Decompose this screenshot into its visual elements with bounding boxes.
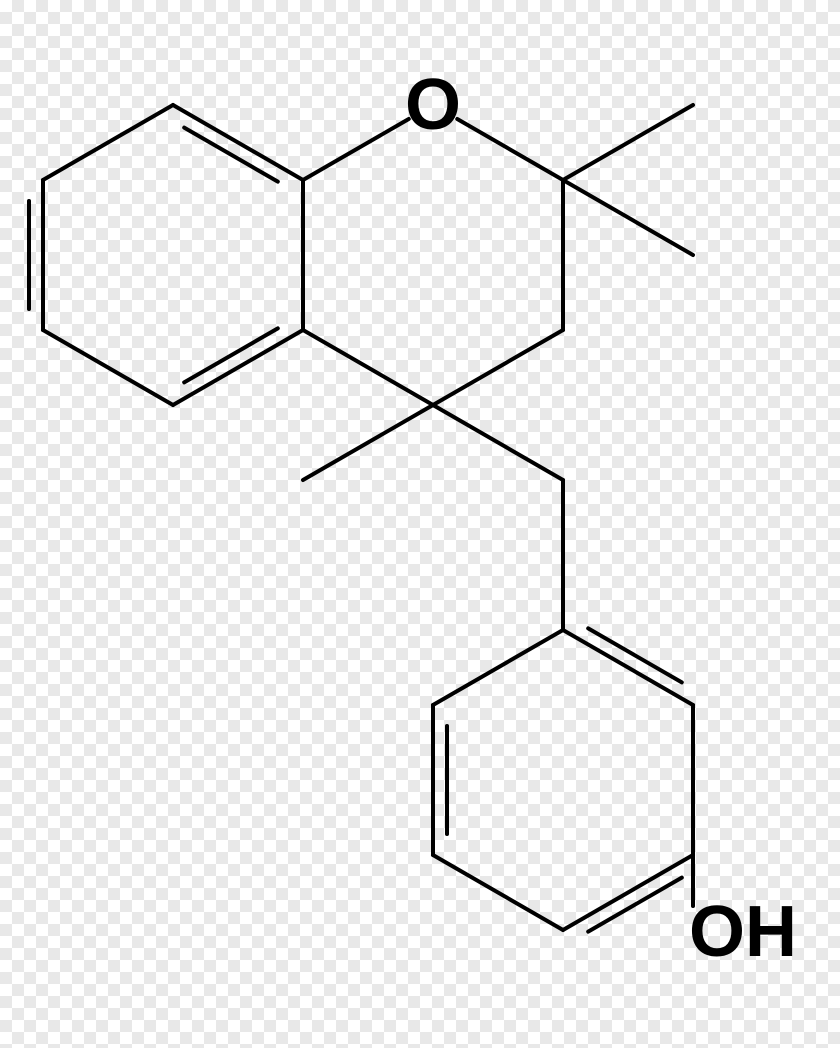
atom-label-o: O: [405, 65, 461, 145]
atom-label-oh: OH: [689, 892, 797, 972]
bond-line: [563, 105, 693, 180]
bond-line: [173, 330, 303, 405]
bond-line: [433, 330, 563, 405]
bond-line: [303, 330, 433, 405]
bond-line: [433, 630, 563, 705]
bond-line: [173, 105, 303, 180]
bond-line: [184, 328, 278, 382]
bond-line: [588, 878, 682, 932]
molecule-diagram: O OH: [0, 0, 840, 1048]
bond-line: [43, 105, 173, 180]
bond-line: [563, 180, 693, 255]
bond-line: [43, 330, 173, 405]
bond-line: [184, 128, 278, 182]
bond-line: [303, 405, 433, 480]
bond-line: [303, 119, 409, 180]
bond-line: [588, 628, 682, 682]
bond-line: [457, 119, 563, 180]
bond-line: [433, 855, 563, 930]
bond-line: [563, 855, 693, 930]
bond-line: [433, 405, 563, 480]
bond-line: [563, 630, 693, 705]
